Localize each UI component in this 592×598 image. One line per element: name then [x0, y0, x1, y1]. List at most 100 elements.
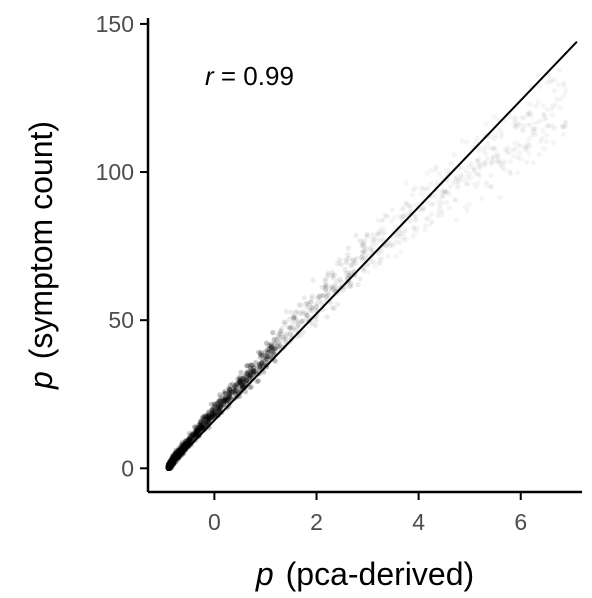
data-point [248, 370, 254, 376]
data-point [364, 231, 370, 237]
data-point [208, 401, 214, 407]
data-point [211, 411, 217, 417]
data-point [541, 111, 547, 117]
data-point [171, 455, 177, 461]
x-axis-desc: (pca-derived) [286, 556, 475, 592]
data-point [238, 380, 244, 386]
data-point [520, 128, 526, 134]
data-point [198, 426, 204, 432]
data-point [466, 202, 472, 208]
data-point [182, 442, 188, 448]
data-point [358, 254, 364, 260]
data-point [239, 383, 246, 389]
data-point [283, 331, 289, 337]
data-point [387, 243, 393, 249]
data-point [491, 145, 497, 151]
data-point [237, 378, 243, 384]
data-point [498, 163, 504, 169]
data-point [173, 453, 179, 459]
data-point [237, 378, 243, 384]
data-point [204, 414, 210, 420]
data-point [175, 451, 181, 457]
data-point [170, 454, 177, 460]
data-point [169, 457, 175, 463]
data-point [308, 304, 314, 310]
data-point [343, 270, 349, 276]
data-point [178, 447, 184, 453]
data-point [488, 160, 494, 166]
data-point [248, 367, 254, 373]
data-point [304, 312, 310, 319]
data-point [206, 415, 212, 421]
data-point [387, 242, 393, 248]
data-point [299, 310, 305, 317]
data-point [277, 342, 283, 348]
data-point [369, 247, 375, 253]
data-point [175, 449, 181, 455]
data-point [173, 452, 179, 458]
data-point [401, 213, 407, 219]
data-point [309, 308, 315, 314]
data-point [172, 454, 178, 461]
data-point [211, 404, 217, 410]
data-point [175, 450, 181, 456]
data-point [399, 214, 405, 220]
data-point [265, 353, 271, 360]
data-point [550, 103, 556, 109]
data-point [505, 145, 511, 151]
plot-area [165, 41, 578, 471]
data-point [173, 451, 179, 457]
data-point [175, 450, 181, 456]
data-point [360, 241, 366, 247]
data-point [183, 438, 189, 444]
data-point [359, 242, 365, 248]
data-point [310, 277, 316, 283]
data-point [193, 430, 199, 436]
data-point [216, 407, 222, 413]
data-point [178, 444, 184, 450]
data-point [186, 437, 192, 443]
data-point [204, 414, 210, 421]
data-point [344, 275, 350, 281]
data-point [491, 154, 497, 160]
data-point [504, 148, 510, 155]
data-point [172, 452, 178, 458]
data-point [259, 352, 265, 358]
data-point [375, 231, 381, 237]
data-point [268, 354, 274, 360]
data-point [408, 218, 414, 224]
data-point [169, 456, 176, 462]
data-point [229, 391, 235, 397]
data-point [206, 410, 212, 416]
data-point [226, 385, 232, 391]
data-point [175, 449, 181, 455]
y-axis-title: p (symptom count) [23, 121, 59, 390]
data-point [268, 341, 274, 347]
data-point [177, 447, 183, 453]
data-point [168, 457, 174, 463]
data-point [364, 233, 370, 240]
data-point [247, 373, 253, 379]
data-point [259, 360, 265, 366]
data-point [197, 421, 203, 427]
data-point [246, 373, 252, 379]
data-point [331, 306, 337, 312]
data-point [217, 398, 223, 405]
data-point [515, 170, 521, 176]
data-point [196, 427, 202, 433]
data-point [235, 376, 241, 382]
data-point [476, 171, 482, 177]
data-point [192, 430, 198, 436]
data-point [200, 413, 206, 419]
data-point [411, 224, 417, 230]
data-point [526, 142, 532, 148]
data-point [169, 457, 175, 463]
data-point [300, 318, 306, 324]
data-point [489, 157, 495, 163]
data-point [267, 354, 273, 360]
data-point [206, 412, 212, 418]
data-point [334, 278, 340, 284]
data-point [360, 257, 366, 263]
data-point [199, 426, 205, 432]
data-point [540, 103, 546, 109]
